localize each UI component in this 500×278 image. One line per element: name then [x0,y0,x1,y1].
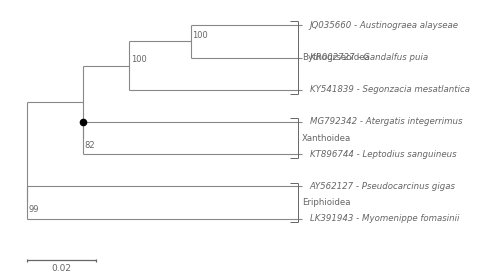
Text: Eriphioidea: Eriphioidea [302,198,350,207]
Text: KR002727 - Gandalfus puia: KR002727 - Gandalfus puia [310,53,428,62]
Text: Xanthoidea: Xanthoidea [302,133,351,143]
Text: 100: 100 [192,31,208,40]
Text: AY562127 - Pseudocarcinus gigas: AY562127 - Pseudocarcinus gigas [310,182,456,191]
Text: 0.02: 0.02 [52,264,72,273]
Text: MG792342 - Atergatis integerrimus: MG792342 - Atergatis integerrimus [310,118,462,126]
Text: Bythogrseoidea: Bythogrseoidea [302,53,370,62]
Text: KT896744 - Leptodius sanguineus: KT896744 - Leptodius sanguineus [310,150,456,159]
Text: 99: 99 [29,205,40,214]
Text: LK391943 - Myomenippe fomasinii: LK391943 - Myomenippe fomasinii [310,214,459,223]
Text: JQ035660 - Austinograea alayseae: JQ035660 - Austinograea alayseae [310,21,458,30]
Text: KY541839 - Segonzacia mesatlantica: KY541839 - Segonzacia mesatlantica [310,85,470,94]
Text: 82: 82 [85,141,96,150]
Text: 100: 100 [131,55,146,64]
